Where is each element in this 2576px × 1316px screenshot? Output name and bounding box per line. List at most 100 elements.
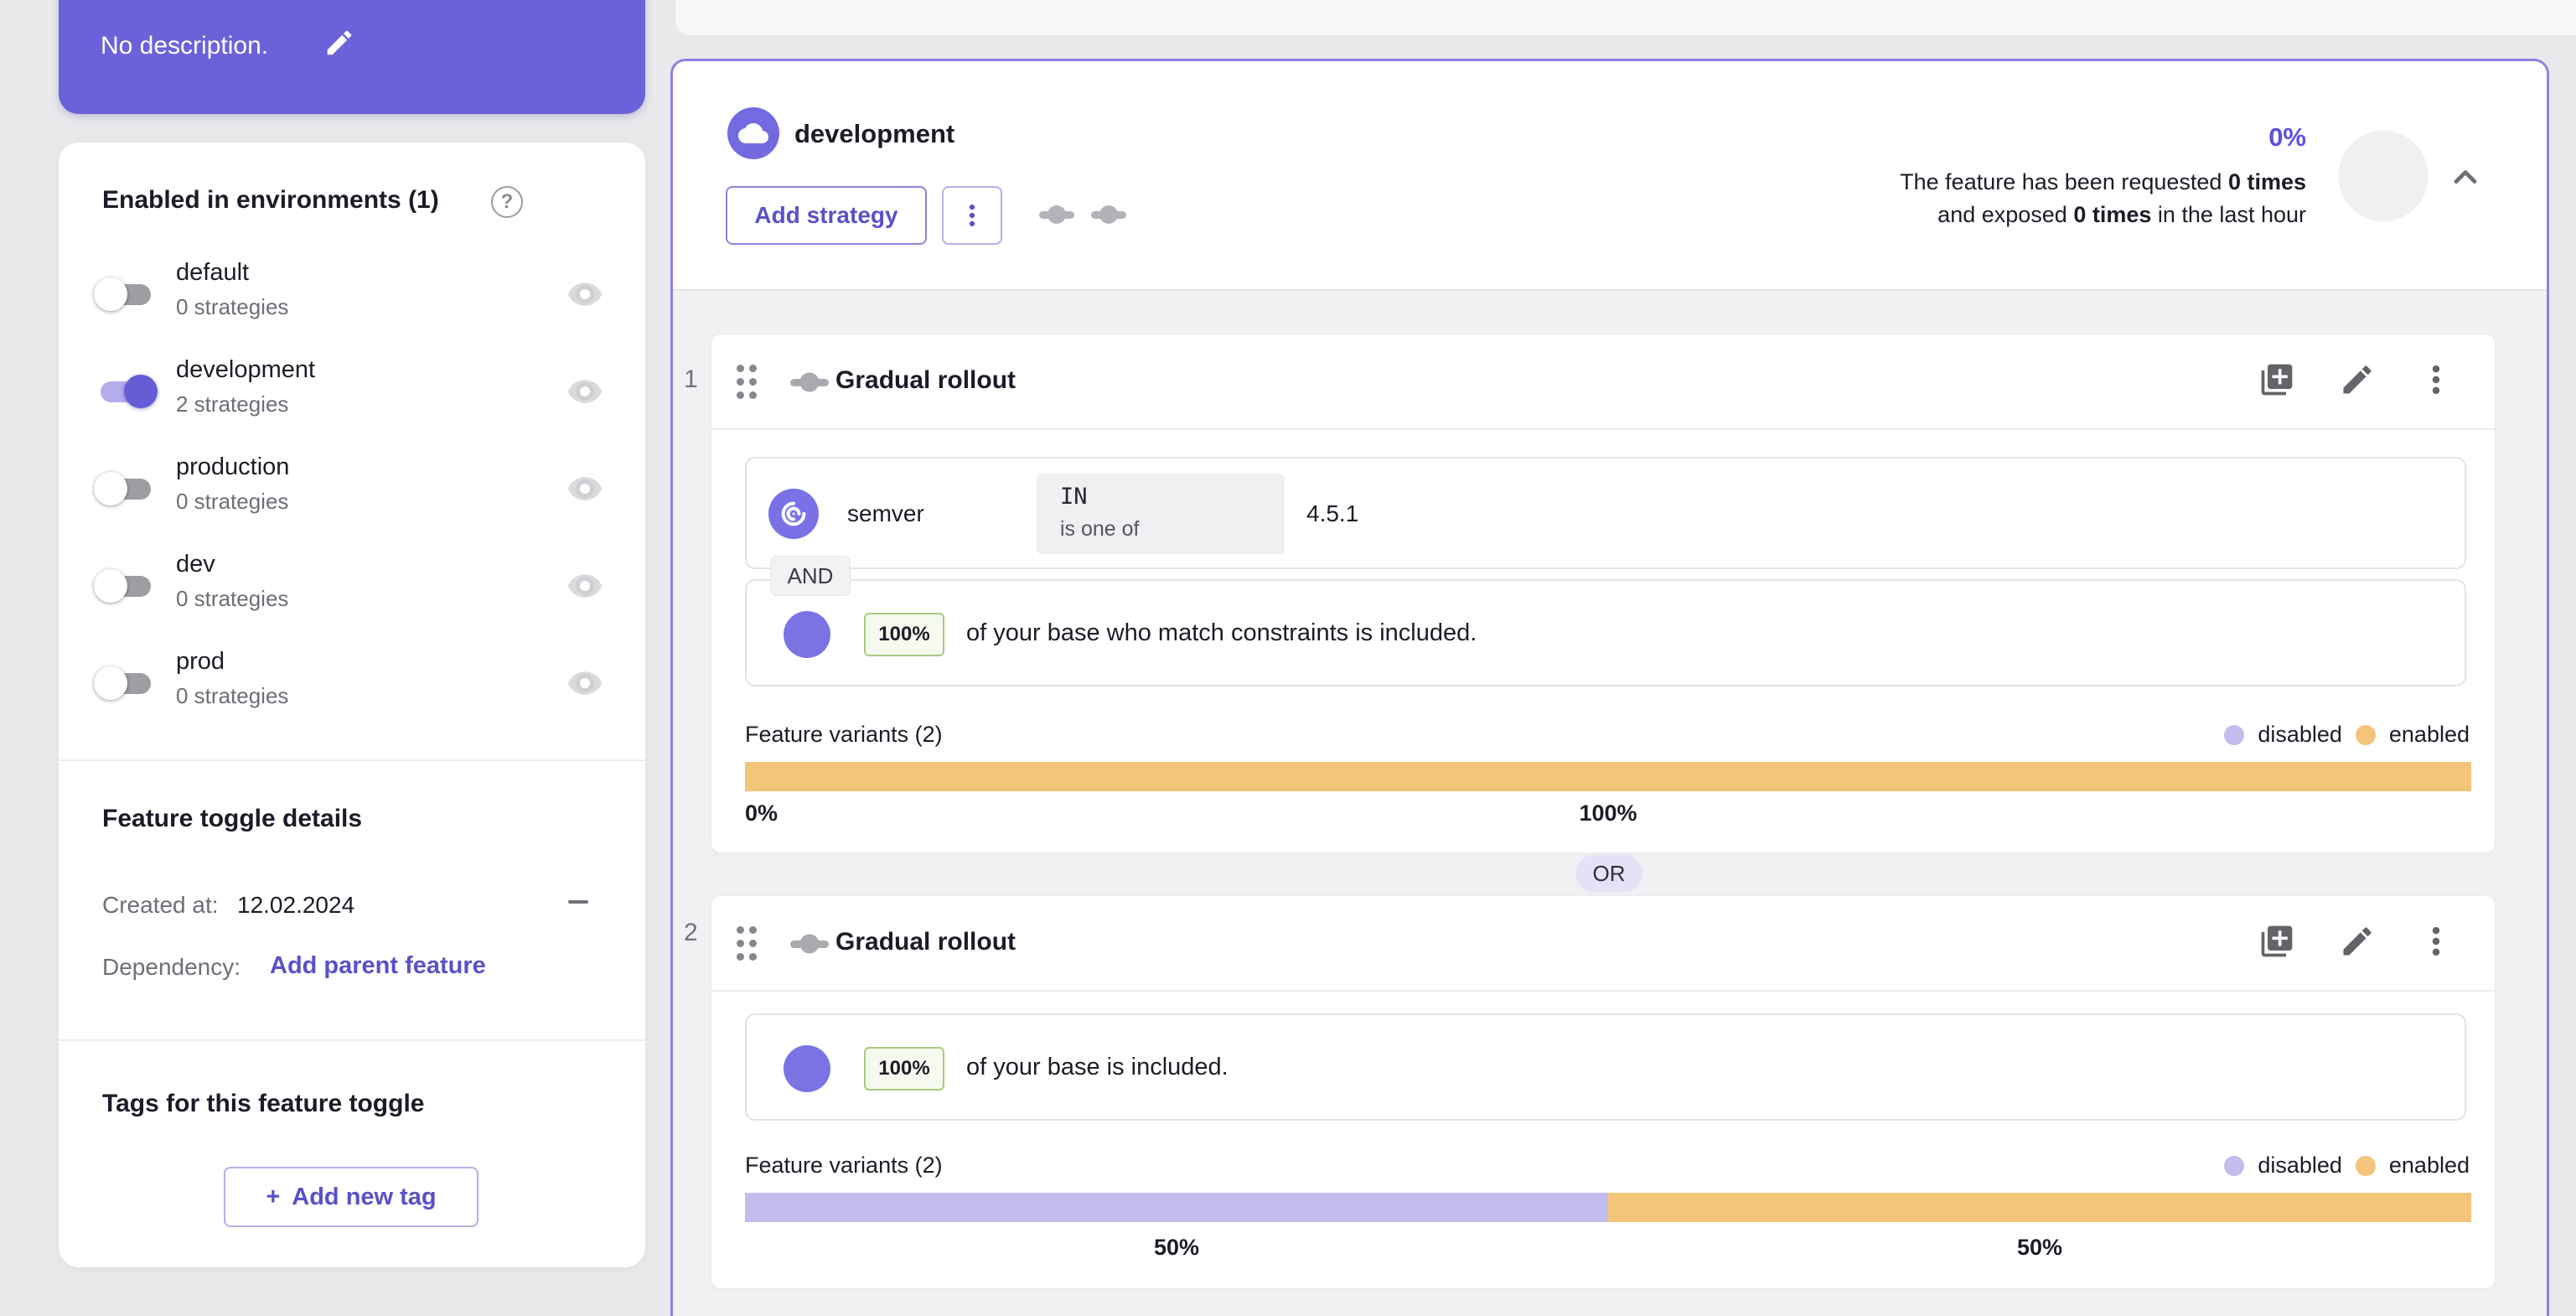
strategy-more-options-icon[interactable]	[2418, 923, 2458, 963]
variants-bar	[745, 762, 2471, 791]
legend-dot-disabled	[2224, 1155, 2245, 1176]
rollout-donut	[784, 611, 830, 658]
environment-cloud-icon	[727, 107, 779, 159]
toggle-development[interactable]	[94, 375, 158, 408]
environment-name: prod	[176, 648, 225, 675]
metrics-donut-placeholder	[2338, 131, 2429, 221]
rollout-row: 100% of your base is included.	[745, 1013, 2466, 1121]
rollout-percent-chip: 100%	[864, 613, 944, 656]
eye-icon[interactable]	[566, 567, 603, 604]
tags-section-title: Tags for this feature toggle	[102, 1090, 425, 1117]
legend-label-disabled: disabled	[2258, 722, 2342, 747]
add-new-tag-label: Add new tag	[292, 1183, 437, 1210]
drag-handle-icon[interactable]	[737, 365, 762, 402]
help-icon[interactable]	[491, 186, 523, 218]
constraint-operator-chip: IN is one of	[1037, 474, 1285, 554]
variants-legend: disabled enabled	[2224, 722, 2470, 748]
constraint-spiral-icon	[768, 489, 819, 539]
plus-icon: +	[266, 1183, 281, 1210]
toggle-dev[interactable]	[94, 569, 158, 603]
environment-name: production	[176, 453, 290, 480]
add-parent-feature-link[interactable]: Add parent feature	[270, 952, 486, 979]
environment-strategy-count: 0 strategies	[176, 294, 289, 319]
feature-variants-label: Feature variants (2)	[745, 722, 943, 747]
feature-variants-label: Feature variants (2)	[745, 1153, 943, 1178]
eye-icon[interactable]	[566, 276, 603, 313]
constraint-values: 4.5.1	[1306, 500, 1359, 526]
legend-dot-enabled	[2355, 1155, 2376, 1176]
environment-row-dev: dev 0 strategies	[59, 537, 645, 635]
environment-strategy-count: 0 strategies	[176, 586, 289, 611]
eye-icon[interactable]	[566, 373, 603, 410]
strategy-header: Gradual rollout	[711, 896, 2495, 992]
strategy-title: Gradual rollout	[835, 928, 1016, 956]
environment-more-options-button[interactable]	[942, 186, 1002, 245]
strategy-index: 2	[684, 919, 698, 946]
environment-name: dev	[176, 551, 215, 578]
operator-name: IN	[1060, 484, 1088, 510]
gradual-rollout-icon	[789, 931, 830, 956]
environment-name: development	[176, 356, 316, 383]
divider	[59, 1039, 645, 1041]
rollout-strategy-mini-icon	[1089, 201, 1128, 228]
strategy-card-1: Gradual rollout semver IN	[711, 334, 2496, 853]
created-at-value: 12.02.2024	[237, 892, 355, 918]
environment-strategy-count: 0 strategies	[176, 683, 289, 708]
top-panel-edge	[675, 0, 2576, 35]
legend-dot-enabled	[2355, 724, 2376, 745]
description-card: No description.	[59, 0, 645, 114]
rollout-description: of your base is included.	[966, 1054, 1229, 1080]
variants-legend: disabled enabled	[2224, 1153, 2470, 1179]
divider	[59, 759, 645, 761]
variants-axis: 0% 100%	[745, 800, 1637, 826]
operator-description: is one of	[1060, 517, 1140, 541]
environment-strategy-count: 0 strategies	[176, 489, 289, 514]
toggle-prod[interactable]	[94, 666, 158, 700]
edit-strategy-icon[interactable]	[2339, 923, 2379, 963]
add-strategy-button[interactable]: Add strategy	[726, 186, 927, 245]
edit-description-icon[interactable]	[323, 27, 355, 59]
collapse-environment-chevron-icon[interactable]	[2447, 159, 2484, 196]
toggle-production[interactable]	[94, 472, 158, 505]
gradual-rollout-icon	[789, 370, 830, 395]
collapse-icon[interactable]	[568, 900, 588, 904]
copy-strategy-icon[interactable]	[2258, 923, 2299, 963]
details-section-title: Feature toggle details	[102, 805, 363, 832]
constraint-context-field: semver	[847, 500, 924, 526]
and-joiner-chip: AND	[770, 556, 851, 596]
legend-label-disabled: disabled	[2258, 1153, 2342, 1178]
strategy-header: Gradual rollout	[711, 334, 2495, 430]
or-joiner-chip: OR	[1575, 855, 1642, 892]
rollout-description: of your base who match constraints is in…	[966, 619, 1477, 646]
no-description-text: No description.	[101, 32, 269, 60]
eye-icon[interactable]	[566, 665, 603, 702]
rollout-donut	[784, 1045, 830, 1092]
metrics-line-2: and exposed 0 times in the last hour	[1937, 202, 2306, 227]
eye-icon[interactable]	[566, 470, 603, 507]
environment-row-development: development 2 strategies	[59, 343, 645, 440]
add-new-tag-button[interactable]: + Add new tag	[224, 1167, 478, 1227]
legend-label-enabled: enabled	[2388, 722, 2470, 747]
legend-label-enabled: enabled	[2388, 1153, 2470, 1178]
rollout-strategy-mini-icon	[1037, 201, 1076, 228]
environment-name: default	[176, 259, 250, 286]
metrics-line-1: The feature has been requested 0 times	[1900, 169, 2306, 194]
environment-row-production: production 0 strategies	[59, 440, 645, 537]
strategy-more-options-icon[interactable]	[2418, 361, 2458, 402]
strategy-index: 1	[684, 365, 698, 393]
strategy-card-2: Gradual rollout 100% of your base is inc…	[711, 895, 2496, 1289]
variants-axis: 50% 50%	[1153, 1235, 2063, 1260]
dependency-label: Dependency:	[102, 954, 241, 980]
toggle-default[interactable]	[94, 277, 158, 311]
copy-strategy-icon[interactable]	[2258, 361, 2299, 402]
rollout-percent-chip: 100%	[864, 1047, 944, 1091]
edit-strategy-icon[interactable]	[2339, 361, 2379, 402]
environment-strategy-count: 2 strategies	[176, 391, 289, 417]
feature-overview-sidebar: Enabled in environments (1) default 0 st…	[59, 142, 645, 1267]
created-at-label: Created at:	[102, 892, 219, 918]
variants-bar	[745, 1193, 2471, 1222]
environment-row-default: default 0 strategies	[59, 246, 645, 343]
drag-handle-icon[interactable]	[737, 926, 762, 963]
legend-dot-disabled	[2224, 724, 2245, 745]
